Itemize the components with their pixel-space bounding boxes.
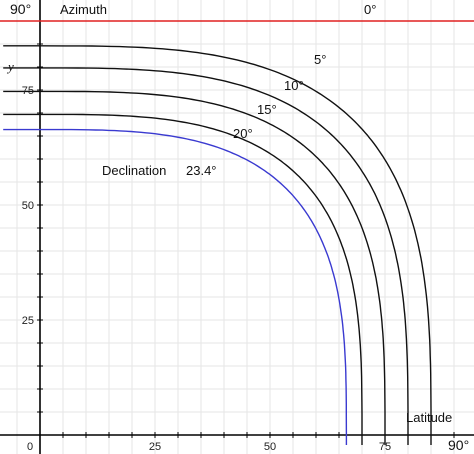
y-top-label: Azimuth	[60, 2, 107, 17]
x-right-angle-label: 90°	[448, 437, 469, 453]
series-label-15deg: 15°	[257, 102, 277, 117]
y-tick-label: 75	[22, 85, 34, 97]
series-label-20deg: 20°	[233, 126, 253, 141]
curves: 5° 10° 15° 20° 23.4°	[0, 20, 474, 445]
series-line-10deg	[3, 67, 409, 445]
x-tick-label: 50	[264, 441, 276, 453]
zero-curve-label: 0°	[364, 2, 376, 17]
series-line-23.4deg	[3, 128, 348, 445]
annotations: 90° Azimuth 0° y Latitude 90° Declinatio…	[6, 1, 469, 453]
y-tick-label: 50	[22, 200, 34, 212]
series-label-23.4deg: 23.4°	[186, 163, 217, 178]
declination-annotation: Declination	[102, 163, 166, 178]
series-line-20deg	[3, 113, 363, 445]
x-axis-label: Latitude	[406, 410, 452, 425]
x-tick-label: 0	[27, 441, 33, 453]
x-tick-label: 75	[379, 441, 391, 453]
y-axis-label: y	[6, 59, 14, 74]
y-top-angle-label: 90°	[10, 1, 31, 17]
series-label-5deg: 5°	[314, 52, 326, 67]
series-line-15deg	[3, 90, 386, 445]
y-tick-label: 25	[22, 315, 34, 327]
x-tick-label: 25	[149, 441, 161, 453]
series-label-10deg: 10°	[284, 78, 304, 93]
tick-labels: 0 25 50 75 25 50 75	[22, 85, 391, 453]
series-line-5deg	[3, 45, 432, 445]
